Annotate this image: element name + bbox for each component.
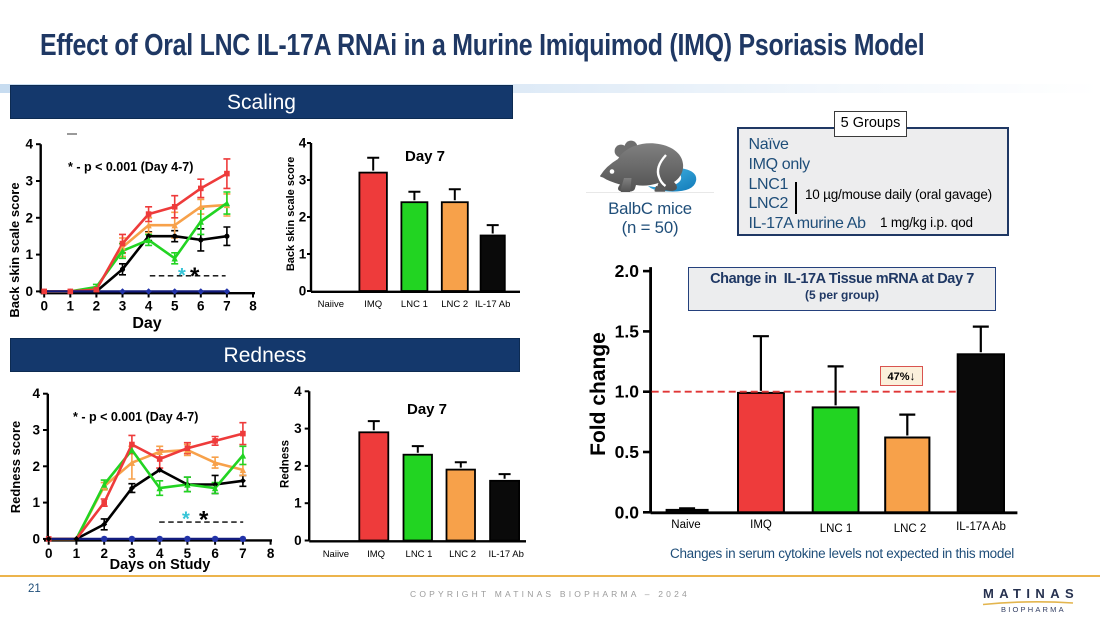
svg-text:Naiive: Naiive <box>323 549 349 560</box>
svg-text:Days on Study: Days on Study <box>110 557 211 573</box>
svg-text:Back skin scale score: Back skin scale score <box>7 182 22 317</box>
svg-text:2: 2 <box>100 546 108 561</box>
svg-text:4: 4 <box>294 384 302 399</box>
svg-text:3: 3 <box>25 174 33 189</box>
svg-text:LNC 1: LNC 1 <box>820 523 853 535</box>
svg-text:0: 0 <box>299 284 307 299</box>
svg-text:Day 7: Day 7 <box>407 401 447 418</box>
svg-text:5: 5 <box>171 299 179 314</box>
svg-text:4: 4 <box>25 137 33 152</box>
svg-text:1.0: 1.0 <box>615 382 640 402</box>
svg-text:3: 3 <box>32 423 40 438</box>
svg-text:0.0: 0.0 <box>615 502 640 522</box>
svg-text:2: 2 <box>299 210 307 225</box>
svg-text:4: 4 <box>32 386 40 401</box>
svg-text:IL-17 Ab: IL-17 Ab <box>489 549 524 560</box>
svg-text:8: 8 <box>249 299 257 314</box>
svg-text:5: 5 <box>184 546 192 561</box>
svg-text:*: * <box>178 265 186 287</box>
svg-text:3: 3 <box>294 421 302 436</box>
svg-text:2: 2 <box>25 210 33 225</box>
svg-text:IMQ: IMQ <box>364 299 382 310</box>
svg-text:*: * <box>199 507 209 534</box>
svg-text:4: 4 <box>156 546 164 561</box>
svg-text:* - p < 0.001 (Day 4-7): * - p < 0.001 (Day 4-7) <box>73 410 198 424</box>
svg-text:4: 4 <box>145 299 153 314</box>
svg-text:*: * <box>190 263 200 290</box>
svg-text:Naive: Naive <box>671 519 700 531</box>
svg-text:Redness score: Redness score <box>8 421 23 514</box>
svg-text:LNC 1: LNC 1 <box>401 299 428 310</box>
svg-text:1.5: 1.5 <box>615 321 640 341</box>
svg-text:*: * <box>182 509 190 531</box>
svg-text:0: 0 <box>32 531 40 546</box>
svg-text:4: 4 <box>299 136 307 151</box>
svg-text:IL-17A Ab: IL-17A Ab <box>956 521 1006 533</box>
svg-text:0.5: 0.5 <box>615 442 640 462</box>
svg-text:IL-17 Ab: IL-17 Ab <box>475 299 510 310</box>
svg-text:Fold change: Fold change <box>587 332 610 456</box>
svg-text:Redness: Redness <box>280 440 292 488</box>
svg-text:* - p < 0.001 (Day 4-7): * - p < 0.001 (Day 4-7) <box>68 160 193 174</box>
svg-text:LNC 2: LNC 2 <box>441 299 468 310</box>
svg-text:0: 0 <box>25 284 33 299</box>
svg-text:LNC 2: LNC 2 <box>894 523 927 535</box>
svg-text:0: 0 <box>40 299 48 314</box>
svg-text:3: 3 <box>128 546 136 561</box>
svg-text:0: 0 <box>294 533 302 548</box>
svg-text:2: 2 <box>294 458 302 473</box>
svg-text:1: 1 <box>25 247 33 262</box>
svg-text:Naiive: Naiive <box>318 299 344 310</box>
svg-text:7: 7 <box>223 299 231 314</box>
svg-text:2.0: 2.0 <box>615 261 640 281</box>
svg-text:1: 1 <box>294 496 302 511</box>
svg-text:1: 1 <box>73 546 81 561</box>
svg-text:Day 7: Day 7 <box>405 148 445 165</box>
svg-text:7: 7 <box>239 546 247 561</box>
svg-text:1: 1 <box>67 299 75 314</box>
svg-text:IMQ: IMQ <box>367 549 385 560</box>
svg-text:Back skin scale score: Back skin scale score <box>285 157 297 271</box>
svg-text:1: 1 <box>299 247 307 262</box>
svg-text:6: 6 <box>197 299 205 314</box>
svg-text:1: 1 <box>32 495 40 510</box>
svg-text:3: 3 <box>299 173 307 188</box>
svg-text:3: 3 <box>119 299 127 314</box>
svg-text:IMQ: IMQ <box>750 519 772 531</box>
svg-text:2: 2 <box>32 459 40 474</box>
svg-text:6: 6 <box>211 546 219 561</box>
svg-text:LNC 2: LNC 2 <box>449 549 476 560</box>
svg-text:0: 0 <box>45 546 53 561</box>
svg-text:2: 2 <box>93 299 101 314</box>
svg-text:LNC 1: LNC 1 <box>406 549 433 560</box>
svg-text:Day: Day <box>132 315 161 332</box>
svg-text:8: 8 <box>267 546 275 561</box>
